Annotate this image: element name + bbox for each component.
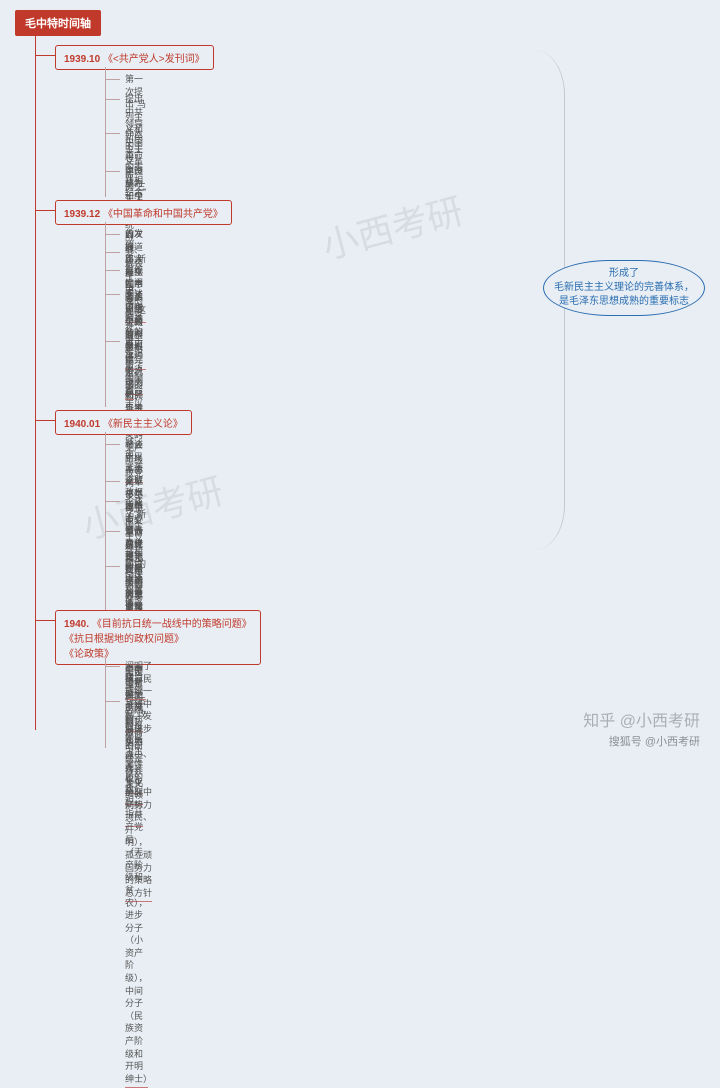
connector-line [35,55,55,56]
callout-line: 形成了 [554,267,694,281]
root-title: 毛中特时间轴 [15,10,101,36]
topic-date: 1939.12 [64,209,103,220]
topic-date: 1940. [64,619,92,630]
summary-callout: 形成了 毛新民主主义理论的完善体系， 是毛泽东思想成熟的重要标志 [543,260,705,316]
watermark-sohu: 搜狐号 @小西考研 [609,733,700,749]
topic-box: 1939.10 《<共产党人>发刊词》 [55,45,214,70]
topic-box: 1940.01 《新民主主义论》 [55,410,192,435]
connector-line [35,420,55,421]
main-trunk-line [35,30,37,730]
detail-item: “三三制”政权是新民主主义性质的政权，指共产党员（无产阶级和 贫农），进步分子（… [105,695,148,1088]
callout-line: 毛新民主主义理论的完善体系， [554,281,694,295]
topic-title: 《<共产党人>发刊词》 [103,54,205,65]
topic-title: 《中国革命和中国共产党》 [103,209,223,220]
detail-text: “三三制”政权是新民主主义性质的政权，指共产党员（无产阶级和 贫农），进步分子（… [125,695,148,1088]
topic-date: 1940.01 [64,419,103,430]
topic-title: 《新民主主义论》 [103,419,183,430]
watermark: 小西考研 [316,182,469,270]
connector-line [35,620,55,621]
topic-box: 1939.12 《中国革命和中国共产党》 [55,200,232,225]
connector-line [35,210,55,211]
topic-title: 《目前抗日统一战线中的策略问题》 《抗日根据地的政权问题》 《论政策》 [64,619,252,660]
topic-box: 1940. 《目前抗日统一战线中的策略问题》 《抗日根据地的政权问题》 《论政策… [55,610,261,665]
topic-date: 1939.10 [64,54,103,65]
callout-line: 是毛泽东思想成熟的重要标志 [554,295,694,309]
watermark: 小西考研 [76,462,229,550]
watermark-zhihu: 知乎 @小西考研 [583,707,700,731]
